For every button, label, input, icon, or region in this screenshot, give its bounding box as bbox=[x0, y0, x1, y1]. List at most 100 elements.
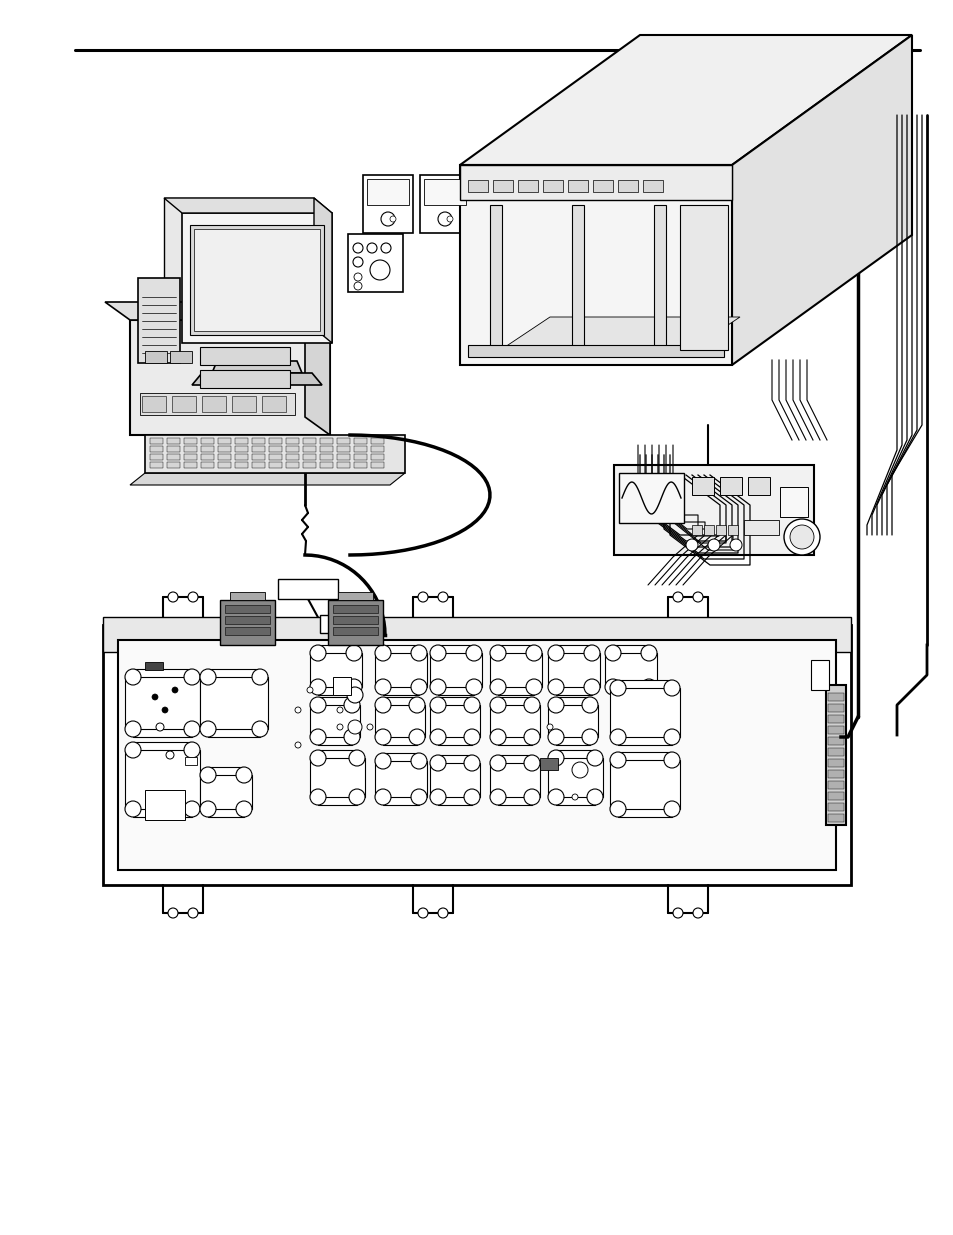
Circle shape bbox=[375, 729, 391, 745]
Circle shape bbox=[729, 538, 741, 551]
Bar bbox=[614, 466, 813, 555]
Circle shape bbox=[437, 212, 452, 226]
Bar bbox=[691, 525, 701, 535]
Bar bbox=[490, 205, 501, 350]
Circle shape bbox=[354, 273, 361, 282]
Polygon shape bbox=[459, 35, 911, 165]
Bar bbox=[371, 454, 384, 459]
Bar bbox=[567, 180, 587, 191]
Bar bbox=[827, 726, 843, 734]
Bar bbox=[459, 165, 731, 200]
Circle shape bbox=[789, 525, 813, 550]
Bar bbox=[827, 792, 843, 800]
Bar bbox=[150, 462, 163, 468]
Bar bbox=[336, 438, 350, 445]
Circle shape bbox=[200, 721, 215, 737]
Circle shape bbox=[583, 645, 599, 661]
Bar bbox=[125, 677, 200, 729]
Bar bbox=[497, 755, 532, 805]
Bar bbox=[375, 761, 427, 797]
Circle shape bbox=[463, 697, 479, 713]
Circle shape bbox=[465, 679, 481, 695]
Bar bbox=[319, 462, 333, 468]
Circle shape bbox=[411, 645, 427, 661]
Bar bbox=[547, 705, 598, 737]
Circle shape bbox=[604, 679, 620, 695]
Bar bbox=[230, 592, 265, 600]
Bar bbox=[468, 345, 723, 357]
Polygon shape bbox=[192, 373, 322, 385]
Bar bbox=[336, 446, 350, 452]
Circle shape bbox=[490, 729, 505, 745]
Circle shape bbox=[184, 802, 200, 818]
Bar bbox=[539, 758, 558, 769]
Bar bbox=[310, 758, 365, 797]
Bar bbox=[145, 351, 167, 363]
Bar bbox=[218, 446, 231, 452]
Bar bbox=[827, 803, 843, 811]
Circle shape bbox=[152, 694, 158, 700]
Bar bbox=[303, 454, 315, 459]
Bar bbox=[193, 228, 319, 331]
Bar bbox=[200, 370, 290, 388]
Circle shape bbox=[200, 669, 215, 685]
Bar bbox=[437, 645, 474, 695]
Bar bbox=[825, 685, 845, 825]
Circle shape bbox=[294, 742, 301, 748]
Bar bbox=[618, 180, 638, 191]
Circle shape bbox=[411, 753, 427, 769]
Bar bbox=[354, 454, 367, 459]
Bar bbox=[333, 616, 377, 624]
Bar bbox=[132, 742, 192, 818]
Bar bbox=[201, 462, 213, 468]
Bar bbox=[317, 697, 352, 745]
Bar bbox=[142, 396, 166, 412]
Bar bbox=[118, 640, 835, 869]
Bar bbox=[337, 592, 373, 600]
Circle shape bbox=[353, 257, 363, 267]
Circle shape bbox=[417, 908, 428, 918]
Bar bbox=[132, 669, 192, 737]
Circle shape bbox=[184, 669, 200, 685]
Circle shape bbox=[547, 679, 563, 695]
Bar bbox=[150, 454, 163, 459]
Bar bbox=[150, 438, 163, 445]
Bar bbox=[269, 454, 282, 459]
Bar bbox=[333, 677, 351, 695]
Bar bbox=[354, 462, 367, 468]
Bar bbox=[743, 520, 779, 535]
Bar bbox=[497, 697, 532, 745]
Bar bbox=[218, 462, 231, 468]
Circle shape bbox=[663, 802, 679, 818]
Bar bbox=[430, 763, 479, 797]
Circle shape bbox=[168, 908, 178, 918]
Circle shape bbox=[490, 645, 505, 661]
Polygon shape bbox=[490, 317, 740, 357]
Bar bbox=[125, 750, 200, 809]
Polygon shape bbox=[164, 198, 332, 212]
Circle shape bbox=[188, 592, 198, 601]
Circle shape bbox=[336, 724, 343, 730]
Bar bbox=[328, 600, 382, 645]
Circle shape bbox=[547, 645, 563, 661]
Circle shape bbox=[125, 742, 141, 758]
Bar bbox=[208, 669, 260, 737]
Circle shape bbox=[465, 645, 481, 661]
Circle shape bbox=[523, 789, 539, 805]
Bar bbox=[172, 396, 195, 412]
Bar bbox=[437, 755, 472, 805]
Bar bbox=[375, 705, 424, 737]
Bar bbox=[375, 653, 427, 687]
Bar bbox=[234, 462, 248, 468]
Circle shape bbox=[310, 645, 326, 661]
Bar bbox=[220, 600, 274, 645]
Bar bbox=[810, 659, 828, 690]
Circle shape bbox=[310, 679, 326, 695]
Bar bbox=[317, 750, 356, 805]
Bar bbox=[703, 525, 713, 535]
Circle shape bbox=[409, 729, 424, 745]
Circle shape bbox=[200, 802, 215, 818]
Bar bbox=[232, 396, 255, 412]
Bar bbox=[303, 462, 315, 468]
Bar bbox=[490, 705, 539, 737]
